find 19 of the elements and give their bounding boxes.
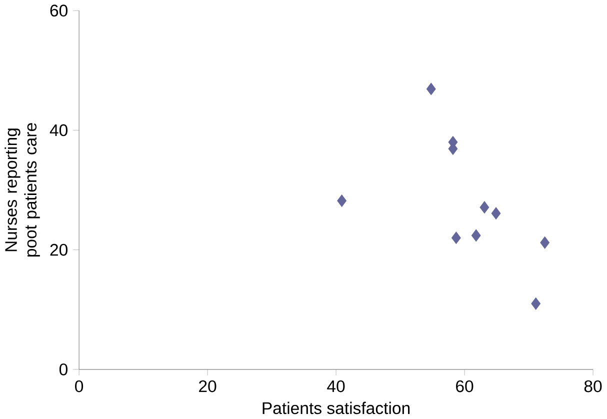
- point: [540, 236, 550, 249]
- x-tick-label: 80: [584, 380, 602, 392]
- y-tick-label: 40: [50, 124, 68, 136]
- y-tick-label: 20: [50, 244, 68, 256]
- point: [491, 207, 501, 220]
- x-tick-label: 40: [327, 380, 345, 392]
- point: [480, 201, 490, 214]
- point: [531, 298, 541, 310]
- point: [337, 194, 346, 208]
- x-tick-label: 20: [199, 380, 216, 392]
- y-tick-label: 60: [50, 4, 68, 17]
- point: [426, 82, 436, 96]
- point: [471, 229, 481, 242]
- y-axis-title: Nurses reporting poot patients care: [4, 123, 40, 257]
- point: [451, 232, 461, 244]
- x-tick-label: 60: [456, 380, 474, 392]
- x-axis-title: Patients satisfaction: [262, 402, 410, 414]
- x-tick-label: 0: [75, 380, 84, 392]
- y-tick-label: 0: [59, 364, 68, 376]
